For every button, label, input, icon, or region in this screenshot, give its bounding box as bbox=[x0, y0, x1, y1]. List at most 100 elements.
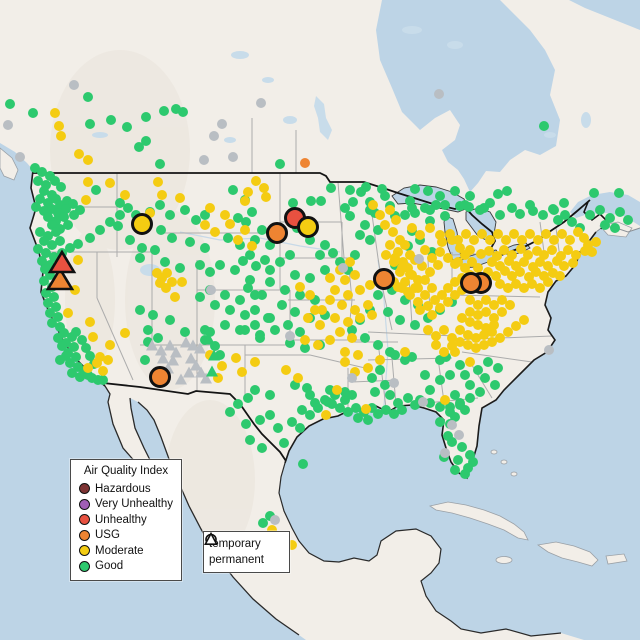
monitor-marker[interactable] bbox=[148, 310, 158, 320]
monitor-marker[interactable] bbox=[487, 337, 497, 347]
monitor-marker[interactable] bbox=[549, 205, 559, 215]
monitor-marker[interactable] bbox=[483, 357, 493, 367]
monitor-marker[interactable] bbox=[340, 395, 350, 405]
monitor-marker[interactable] bbox=[273, 423, 283, 433]
monitor-marker[interactable] bbox=[250, 385, 260, 395]
monitor-marker[interactable] bbox=[367, 373, 377, 383]
monitor-marker[interactable] bbox=[290, 307, 300, 317]
monitor-marker[interactable] bbox=[325, 335, 335, 345]
monitor-marker[interactable] bbox=[595, 205, 605, 215]
monitor-marker[interactable] bbox=[373, 290, 383, 300]
monitor-marker[interactable] bbox=[225, 305, 235, 315]
monitor-marker[interactable] bbox=[105, 217, 115, 227]
monitor-marker[interactable] bbox=[473, 365, 483, 375]
monitor-marker[interactable] bbox=[205, 267, 215, 277]
monitor-marker[interactable] bbox=[543, 277, 553, 287]
monitor-marker[interactable] bbox=[165, 315, 175, 325]
monitor-marker[interactable] bbox=[481, 295, 491, 305]
monitor-marker[interactable] bbox=[591, 237, 601, 247]
monitor-marker[interactable] bbox=[473, 310, 483, 320]
monitor-marker[interactable] bbox=[507, 271, 517, 281]
monitor-marker[interactable] bbox=[153, 333, 163, 343]
monitor-marker[interactable] bbox=[243, 393, 253, 403]
monitor-marker[interactable] bbox=[490, 380, 500, 390]
monitor-marker[interactable] bbox=[231, 353, 241, 363]
monitor-marker[interactable] bbox=[465, 380, 475, 390]
monitor-marker[interactable] bbox=[418, 397, 428, 407]
monitor-marker[interactable] bbox=[55, 355, 65, 365]
monitor-marker[interactable] bbox=[45, 308, 55, 318]
monitor-marker[interactable] bbox=[160, 257, 170, 267]
monitor-marker[interactable] bbox=[300, 158, 310, 168]
monitor-marker[interactable] bbox=[589, 188, 599, 198]
monitor-marker[interactable] bbox=[345, 211, 355, 221]
monitor-marker[interactable] bbox=[45, 266, 75, 291]
monitor-marker[interactable] bbox=[230, 265, 240, 275]
monitor-marker[interactable] bbox=[347, 325, 357, 335]
monitor-marker[interactable] bbox=[531, 267, 541, 277]
monitor-marker[interactable] bbox=[210, 300, 220, 310]
monitor-marker[interactable] bbox=[43, 298, 53, 308]
monitor-marker[interactable] bbox=[83, 92, 93, 102]
monitor-marker[interactable] bbox=[233, 399, 243, 409]
monitor-marker[interactable] bbox=[479, 330, 489, 340]
monitor-marker[interactable] bbox=[413, 297, 423, 307]
monitor-marker[interactable] bbox=[397, 283, 407, 293]
monitor-marker[interactable] bbox=[360, 220, 370, 230]
monitor-marker[interactable] bbox=[455, 325, 465, 335]
monitor-marker[interactable] bbox=[180, 205, 190, 215]
monitor-marker[interactable] bbox=[297, 216, 319, 238]
monitor-marker[interactable] bbox=[141, 112, 151, 122]
monitor-marker[interactable] bbox=[280, 285, 290, 295]
monitor-marker[interactable] bbox=[465, 307, 475, 317]
monitor-marker[interactable] bbox=[547, 245, 557, 255]
monitor-marker[interactable] bbox=[413, 283, 423, 293]
monitor-marker[interactable] bbox=[28, 108, 38, 118]
monitor-marker[interactable] bbox=[233, 235, 243, 245]
monitor-marker[interactable] bbox=[37, 167, 47, 177]
monitor-marker[interactable] bbox=[113, 221, 123, 231]
monitor-marker[interactable] bbox=[31, 202, 41, 212]
monitor-marker[interactable] bbox=[146, 339, 158, 351]
monitor-marker[interactable] bbox=[73, 255, 83, 265]
monitor-marker[interactable] bbox=[200, 372, 212, 384]
monitor-marker[interactable] bbox=[439, 347, 449, 357]
monitor-marker[interactable] bbox=[297, 405, 307, 415]
monitor-marker[interactable] bbox=[220, 210, 230, 220]
monitor-marker[interactable] bbox=[162, 268, 172, 278]
monitor-marker[interactable] bbox=[120, 190, 130, 200]
monitor-marker[interactable] bbox=[473, 300, 483, 310]
monitor-marker[interactable] bbox=[489, 300, 499, 310]
monitor-marker[interactable] bbox=[447, 333, 457, 343]
monitor-marker[interactable] bbox=[435, 191, 445, 201]
monitor-marker[interactable] bbox=[430, 295, 440, 305]
monitor-marker[interactable] bbox=[435, 375, 445, 385]
monitor-marker[interactable] bbox=[600, 220, 610, 230]
monitor-marker[interactable] bbox=[257, 225, 267, 235]
monitor-marker[interactable] bbox=[275, 159, 285, 169]
monitor-marker[interactable] bbox=[435, 247, 445, 257]
monitor-marker[interactable] bbox=[509, 229, 519, 239]
monitor-marker[interactable] bbox=[443, 283, 453, 293]
monitor-marker[interactable] bbox=[455, 398, 465, 408]
monitor-marker[interactable] bbox=[440, 448, 450, 458]
monitor-marker[interactable] bbox=[373, 340, 383, 350]
monitor-marker[interactable] bbox=[614, 188, 624, 198]
monitor-marker[interactable] bbox=[465, 357, 475, 367]
monitor-marker[interactable] bbox=[235, 295, 245, 305]
monitor-marker[interactable] bbox=[460, 370, 470, 380]
monitor-marker[interactable] bbox=[137, 243, 147, 253]
monitor-marker[interactable] bbox=[347, 333, 357, 343]
monitor-marker[interactable] bbox=[453, 235, 463, 245]
monitor-marker[interactable] bbox=[56, 182, 66, 192]
monitor-marker[interactable] bbox=[343, 317, 353, 327]
monitor-marker[interactable] bbox=[455, 337, 465, 347]
monitor-marker[interactable] bbox=[73, 239, 83, 249]
monitor-marker[interactable] bbox=[440, 395, 450, 405]
monitor-marker[interactable] bbox=[143, 325, 153, 335]
monitor-marker[interactable] bbox=[435, 417, 445, 427]
monitor-marker[interactable] bbox=[519, 283, 529, 293]
monitor-marker[interactable] bbox=[106, 115, 116, 125]
monitor-marker[interactable] bbox=[120, 328, 130, 338]
monitor-marker[interactable] bbox=[435, 303, 445, 313]
